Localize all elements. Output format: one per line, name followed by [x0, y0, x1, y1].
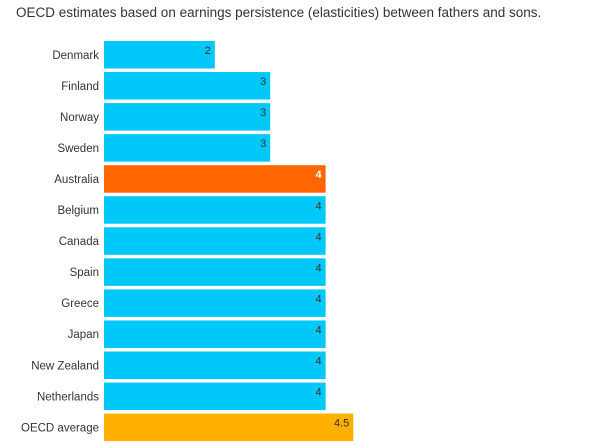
bar-oecd-average[interactable]: [104, 413, 354, 442]
category-label-denmark: Denmark: [52, 50, 99, 62]
category-label-oecd-average: OECD average: [21, 422, 99, 434]
value-label-new-zealand: 4: [315, 356, 321, 368]
value-label-sweden: 3: [260, 138, 266, 150]
value-label-greece: 4: [315, 293, 321, 305]
value-label-canada: 4: [315, 231, 321, 243]
category-label-belgium: Belgium: [57, 205, 99, 217]
bar-spain[interactable]: [104, 258, 326, 286]
category-label-finland: Finland: [61, 81, 99, 93]
bars-layer: Denmark 2 Finland 3 Norway 3 Sweden 3 Australia 4…: [21, 41, 354, 442]
value-label-oecd-average: 4.5: [334, 418, 349, 430]
bar-japan[interactable]: [104, 320, 326, 348]
category-label-norway: Norway: [60, 112, 99, 124]
bar-denmark[interactable]: [104, 41, 215, 69]
category-label-australia: Australia: [54, 174, 99, 186]
value-label-norway: 3: [260, 107, 266, 119]
value-label-japan: 4: [315, 324, 321, 336]
bar-belgium[interactable]: [104, 196, 326, 224]
bar-netherlands[interactable]: [104, 382, 326, 411]
category-label-greece: Greece: [61, 298, 99, 310]
value-label-denmark: 2: [205, 45, 211, 57]
bar-new-zealand[interactable]: [104, 351, 326, 380]
bar-finland[interactable]: [104, 72, 271, 100]
category-label-netherlands: Netherlands: [37, 391, 99, 403]
category-label-spain: Spain: [70, 267, 99, 279]
category-label-japan: Japan: [68, 329, 99, 341]
value-label-australia: 4: [315, 169, 322, 181]
category-label-canada: Canada: [59, 236, 100, 248]
value-label-finland: 3: [260, 76, 266, 88]
category-label-new-zealand: New Zealand: [31, 360, 99, 372]
bar-norway[interactable]: [104, 103, 271, 131]
value-label-netherlands: 4: [315, 387, 321, 399]
value-label-belgium: 4: [315, 200, 321, 212]
value-label-spain: 4: [315, 262, 321, 274]
category-label-sweden: Sweden: [57, 143, 99, 155]
bar-australia[interactable]: [104, 165, 326, 193]
bar-canada[interactable]: [104, 227, 326, 255]
bar-sweden[interactable]: [104, 134, 271, 162]
bar-greece[interactable]: [104, 289, 326, 317]
chart-title: OECD estimates based on earnings persist…: [16, 5, 542, 20]
